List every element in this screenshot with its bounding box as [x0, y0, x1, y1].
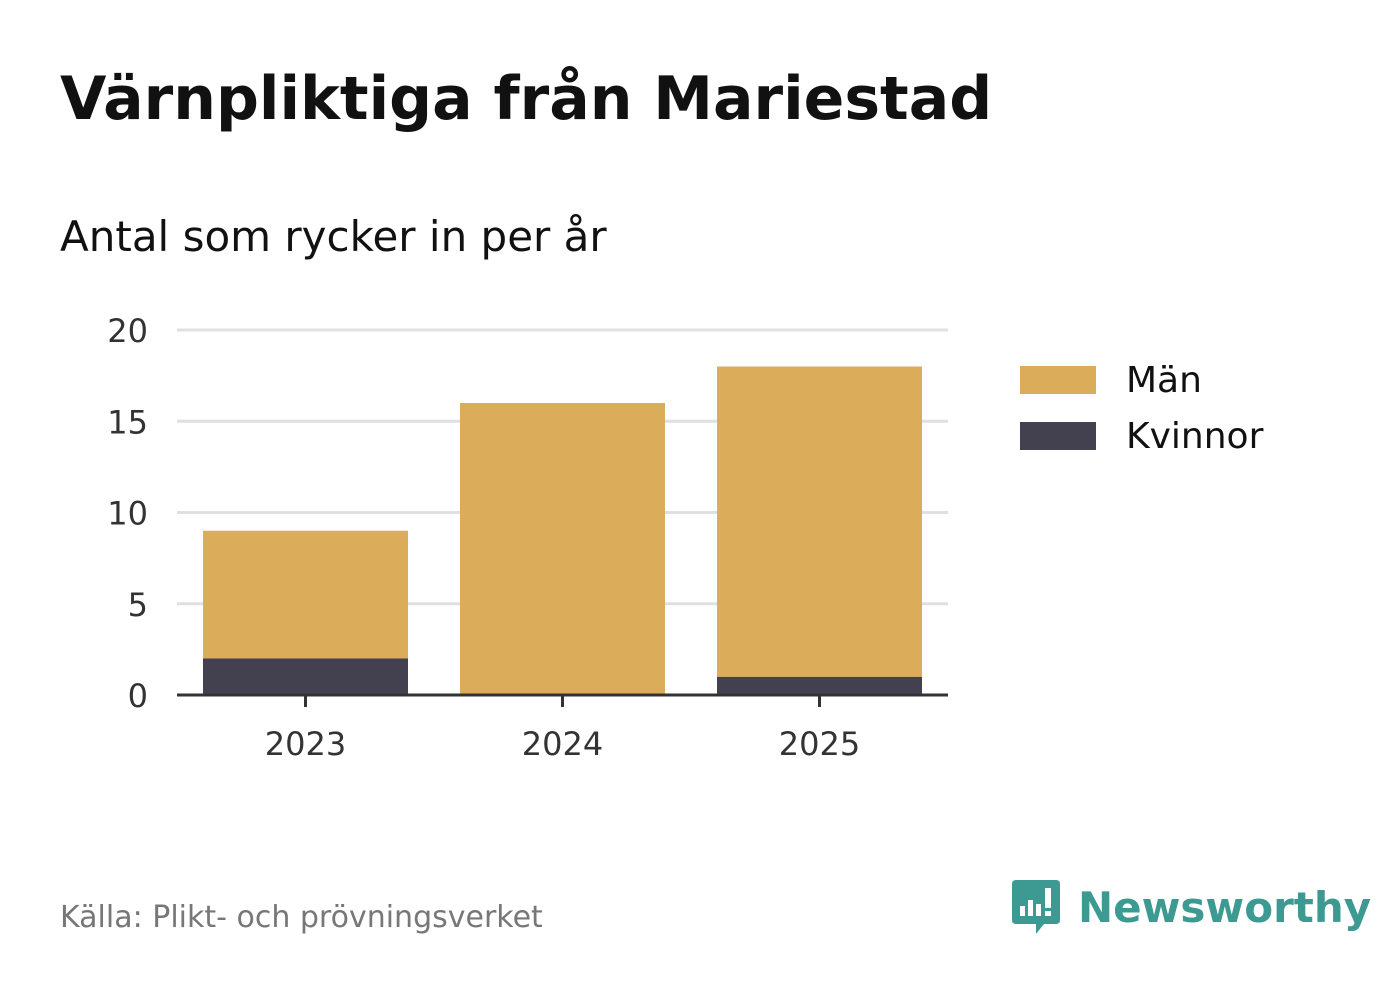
- y-tick-label: 5: [128, 586, 148, 624]
- legend-item-man: Män: [1020, 352, 1263, 408]
- x-tick-label: 2023: [265, 725, 346, 763]
- brand-name: Newsworthy: [1078, 882, 1372, 932]
- y-tick-label: 20: [107, 312, 148, 350]
- bar-kvinnor-2025: [717, 676, 922, 695]
- bar-kvinnor-2023: [203, 658, 408, 695]
- bar-m-n-2025: [717, 366, 922, 677]
- bars: [203, 366, 922, 695]
- legend-swatch-man: [1020, 366, 1096, 394]
- chart-subtitle: Antal som rycker in per år: [60, 212, 607, 261]
- y-tick-label: 10: [107, 495, 148, 533]
- legend-label-man: Män: [1126, 359, 1202, 401]
- newsworthy-logo[interactable]: Newsworthy: [1010, 876, 1371, 938]
- y-tick-label: 0: [128, 677, 148, 715]
- chart-title: Värnpliktiga från Mariestad: [60, 64, 993, 134]
- source-note: Källa: Plikt- och prövningsverket: [60, 900, 543, 935]
- legend-swatch-kvinnor: [1020, 422, 1096, 450]
- legend-label-kvinnor: Kvinnor: [1126, 415, 1264, 457]
- bar-m-n-2023: [203, 530, 408, 659]
- x-tick-label: 2025: [779, 725, 860, 763]
- y-tick-label: 15: [107, 403, 148, 441]
- x-tick-label: 2024: [522, 725, 603, 763]
- y-axis-ticks: 0 5 10 15 20: [107, 312, 148, 715]
- bar-m-n-2024: [460, 403, 665, 695]
- x-axis-ticks: 2023 2024 2025: [265, 695, 860, 763]
- newsworthy-icon: [1012, 880, 1060, 934]
- legend-item-kvinnor: Kvinnor: [1020, 408, 1263, 464]
- legend: Män Kvinnor: [1020, 352, 1263, 464]
